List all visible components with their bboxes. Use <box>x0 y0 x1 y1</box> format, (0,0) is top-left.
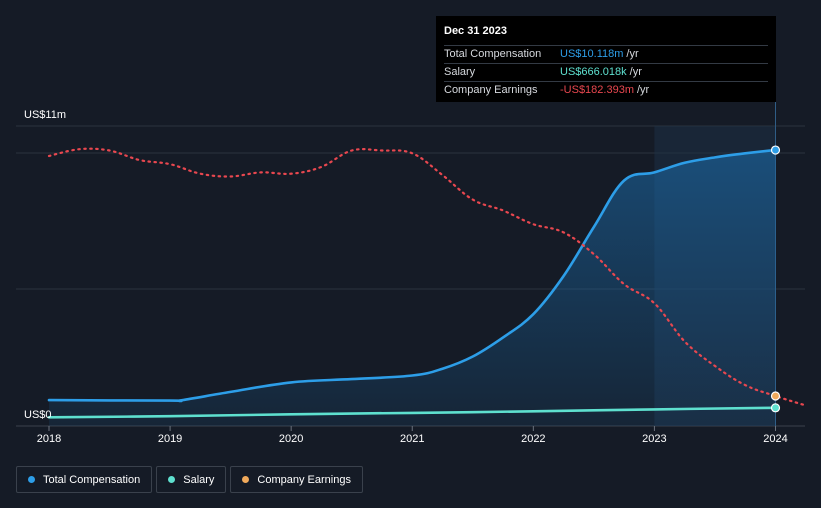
tooltip: Dec 31 2023 Total Compensation US$10.118… <box>436 16 776 102</box>
legend-label: Company Earnings <box>257 473 351 486</box>
tooltip-value: US$10.118m <box>560 48 624 60</box>
tooltip-unit: /yr <box>637 84 650 96</box>
tooltip-row-company-earnings: Company Earnings -US$182.393m /yr <box>444 81 768 99</box>
company-earnings-line <box>47 147 807 407</box>
tooltip-value: US$666.018k <box>560 66 627 78</box>
tooltip-row-total-compensation: Total Compensation US$10.118m /yr <box>444 45 768 63</box>
legend-dot-icon <box>168 476 176 483</box>
tooltip-unit: /yr <box>626 48 639 60</box>
x-tick-label: 2024 <box>763 433 787 445</box>
x-tick-label: 2019 <box>158 433 182 445</box>
x-tick-label: 2021 <box>400 433 424 445</box>
tooltip-date: Dec 31 2023 <box>444 25 507 37</box>
legend-label: Total Compensation <box>43 473 141 486</box>
legend-item-total-compensation[interactable]: Total Compensation <box>16 466 153 493</box>
tooltip-value: -US$182.393m <box>560 84 634 96</box>
legend-dot-icon <box>242 476 250 483</box>
tooltip-label: Salary <box>444 66 476 78</box>
salary-line <box>47 406 777 419</box>
tooltip-unit: /yr <box>629 66 642 78</box>
y-tick-label: US$11m <box>24 109 66 121</box>
total-compensation-area <box>49 150 776 426</box>
salary-end-marker <box>770 403 781 413</box>
company-earnings-end-marker <box>770 391 781 401</box>
legend-item-company-earnings[interactable]: Company Earnings <box>230 466 363 493</box>
legend-label: Salary <box>183 473 215 486</box>
tooltip-row-salary: Salary US$666.018k /yr <box>444 63 768 81</box>
legend: Total Compensation Salary Company Earnin… <box>16 466 367 493</box>
legend-dot-icon <box>28 476 35 483</box>
y-tick-label: US$0 <box>24 409 52 421</box>
tooltip-label: Total Compensation <box>444 48 542 60</box>
x-tick-label: 2018 <box>37 433 61 445</box>
legend-item-salary[interactable]: Salary <box>156 466 227 493</box>
x-tick-label: 2022 <box>521 433 545 445</box>
total-compensation-end-marker <box>770 145 781 155</box>
total-compensation-line <box>47 148 777 403</box>
tooltip-label: Company Earnings <box>444 84 538 96</box>
x-tick-label: 2020 <box>279 433 303 445</box>
x-tick-label: 2023 <box>642 433 666 445</box>
